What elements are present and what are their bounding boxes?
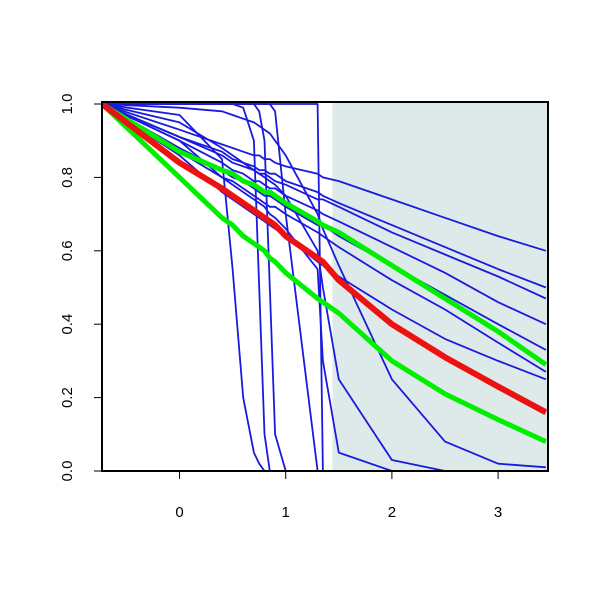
shaded-region [332, 102, 548, 471]
x-tick-label: 1 [282, 504, 290, 521]
y-tick-label: 1.0 [59, 94, 76, 115]
series-line [102, 103, 546, 471]
y-tick-label: 0.2 [59, 387, 76, 408]
y-tick-label: 0.4 [59, 314, 76, 335]
series-line [102, 102, 548, 367]
series-line [102, 103, 547, 300]
series-line [102, 103, 547, 373]
x-tick-label: 3 [494, 504, 502, 521]
plot-frame [101, 101, 549, 472]
series-line [102, 103, 546, 471]
series-line [102, 103, 546, 469]
series-line [102, 102, 547, 444]
y-tick-label: 0.6 [59, 240, 76, 261]
series-line [102, 103, 547, 252]
series-line [102, 103, 547, 289]
series-line [102, 103, 546, 471]
y-tick-label: 0.8 [59, 167, 76, 188]
series-line [102, 102, 548, 415]
plot-area [102, 102, 548, 471]
x-tick-label: 0 [175, 504, 183, 521]
x-tick-label: 2 [388, 504, 396, 521]
series-line [102, 103, 546, 471]
series-line [102, 103, 547, 326]
y-tick-label: 0.0 [59, 461, 76, 482]
